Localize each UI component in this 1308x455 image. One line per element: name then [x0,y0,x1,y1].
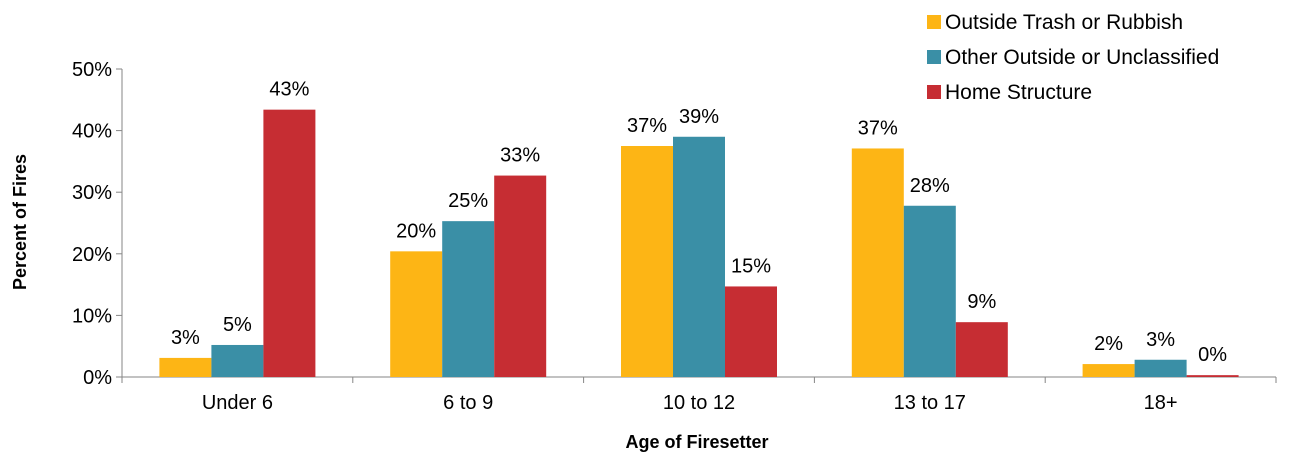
bar [851,148,904,377]
data-label: 33% [500,145,540,167]
data-label: 3% [171,327,200,349]
bar [673,136,725,377]
legend-label: Home Structure [945,81,1092,104]
y-tick-label: 40% [72,121,112,143]
bar [442,221,495,377]
data-label: 2% [1094,333,1123,355]
data-label: 15% [731,255,771,277]
bar [1082,364,1135,377]
bar [263,109,316,377]
bar [494,175,547,377]
x-tick-label: Under 6 [202,392,273,414]
y-axis: 0% 10% 20% 30% 40% 50% [72,59,123,389]
bars [159,109,1239,377]
bar [725,286,777,377]
y-tick-label: 0% [83,367,112,389]
x-axis-title: Age of Firesetter [625,432,768,452]
x-tick-label: 10 to 12 [663,392,735,414]
data-label: 28% [910,175,950,197]
data-label: 9% [967,291,996,313]
legend-label: Outside Trash or Rubbish [945,11,1183,34]
data-label: 3% [1146,329,1175,351]
x-tick-label: 13 to 17 [894,392,966,414]
y-tick-label: 10% [72,305,112,327]
y-tick-label: 20% [72,244,112,266]
bar [211,344,264,377]
x-axis: Under 6 6 to 9 10 to 12 13 to 17 18+ [121,376,1277,414]
legend: Outside Trash or Rubbish Other Outside or… [927,11,1219,104]
data-label: 37% [858,117,898,139]
data-label: 5% [223,314,252,336]
x-tick-label: 6 to 9 [443,392,493,414]
bar [1186,375,1239,377]
y-axis-title: Percent of Fires [10,154,30,290]
y-tick-label: 30% [72,182,112,204]
legend-swatch [927,85,941,99]
data-label: 43% [269,79,309,101]
data-label: 39% [679,106,719,128]
bar [159,357,212,377]
data-label: 20% [396,220,436,242]
legend-label: Other Outside or Unclassified [945,46,1219,69]
data-labels: 3% 20% 37% 37% 2% 5% 25% 39% 28% 3% 43% 33% 15% 9% 0% [171,79,1227,366]
legend-swatch [927,15,941,29]
bar [955,322,1008,377]
data-label: 0% [1198,344,1227,366]
bar [621,146,673,377]
x-tick-label: 18+ [1144,392,1178,414]
bar [390,251,443,377]
y-tick-label: 50% [72,59,112,81]
bar [903,205,956,377]
legend-swatch [927,50,941,64]
data-label: 25% [448,190,488,212]
bar [1134,359,1187,377]
data-label: 37% [627,115,667,137]
